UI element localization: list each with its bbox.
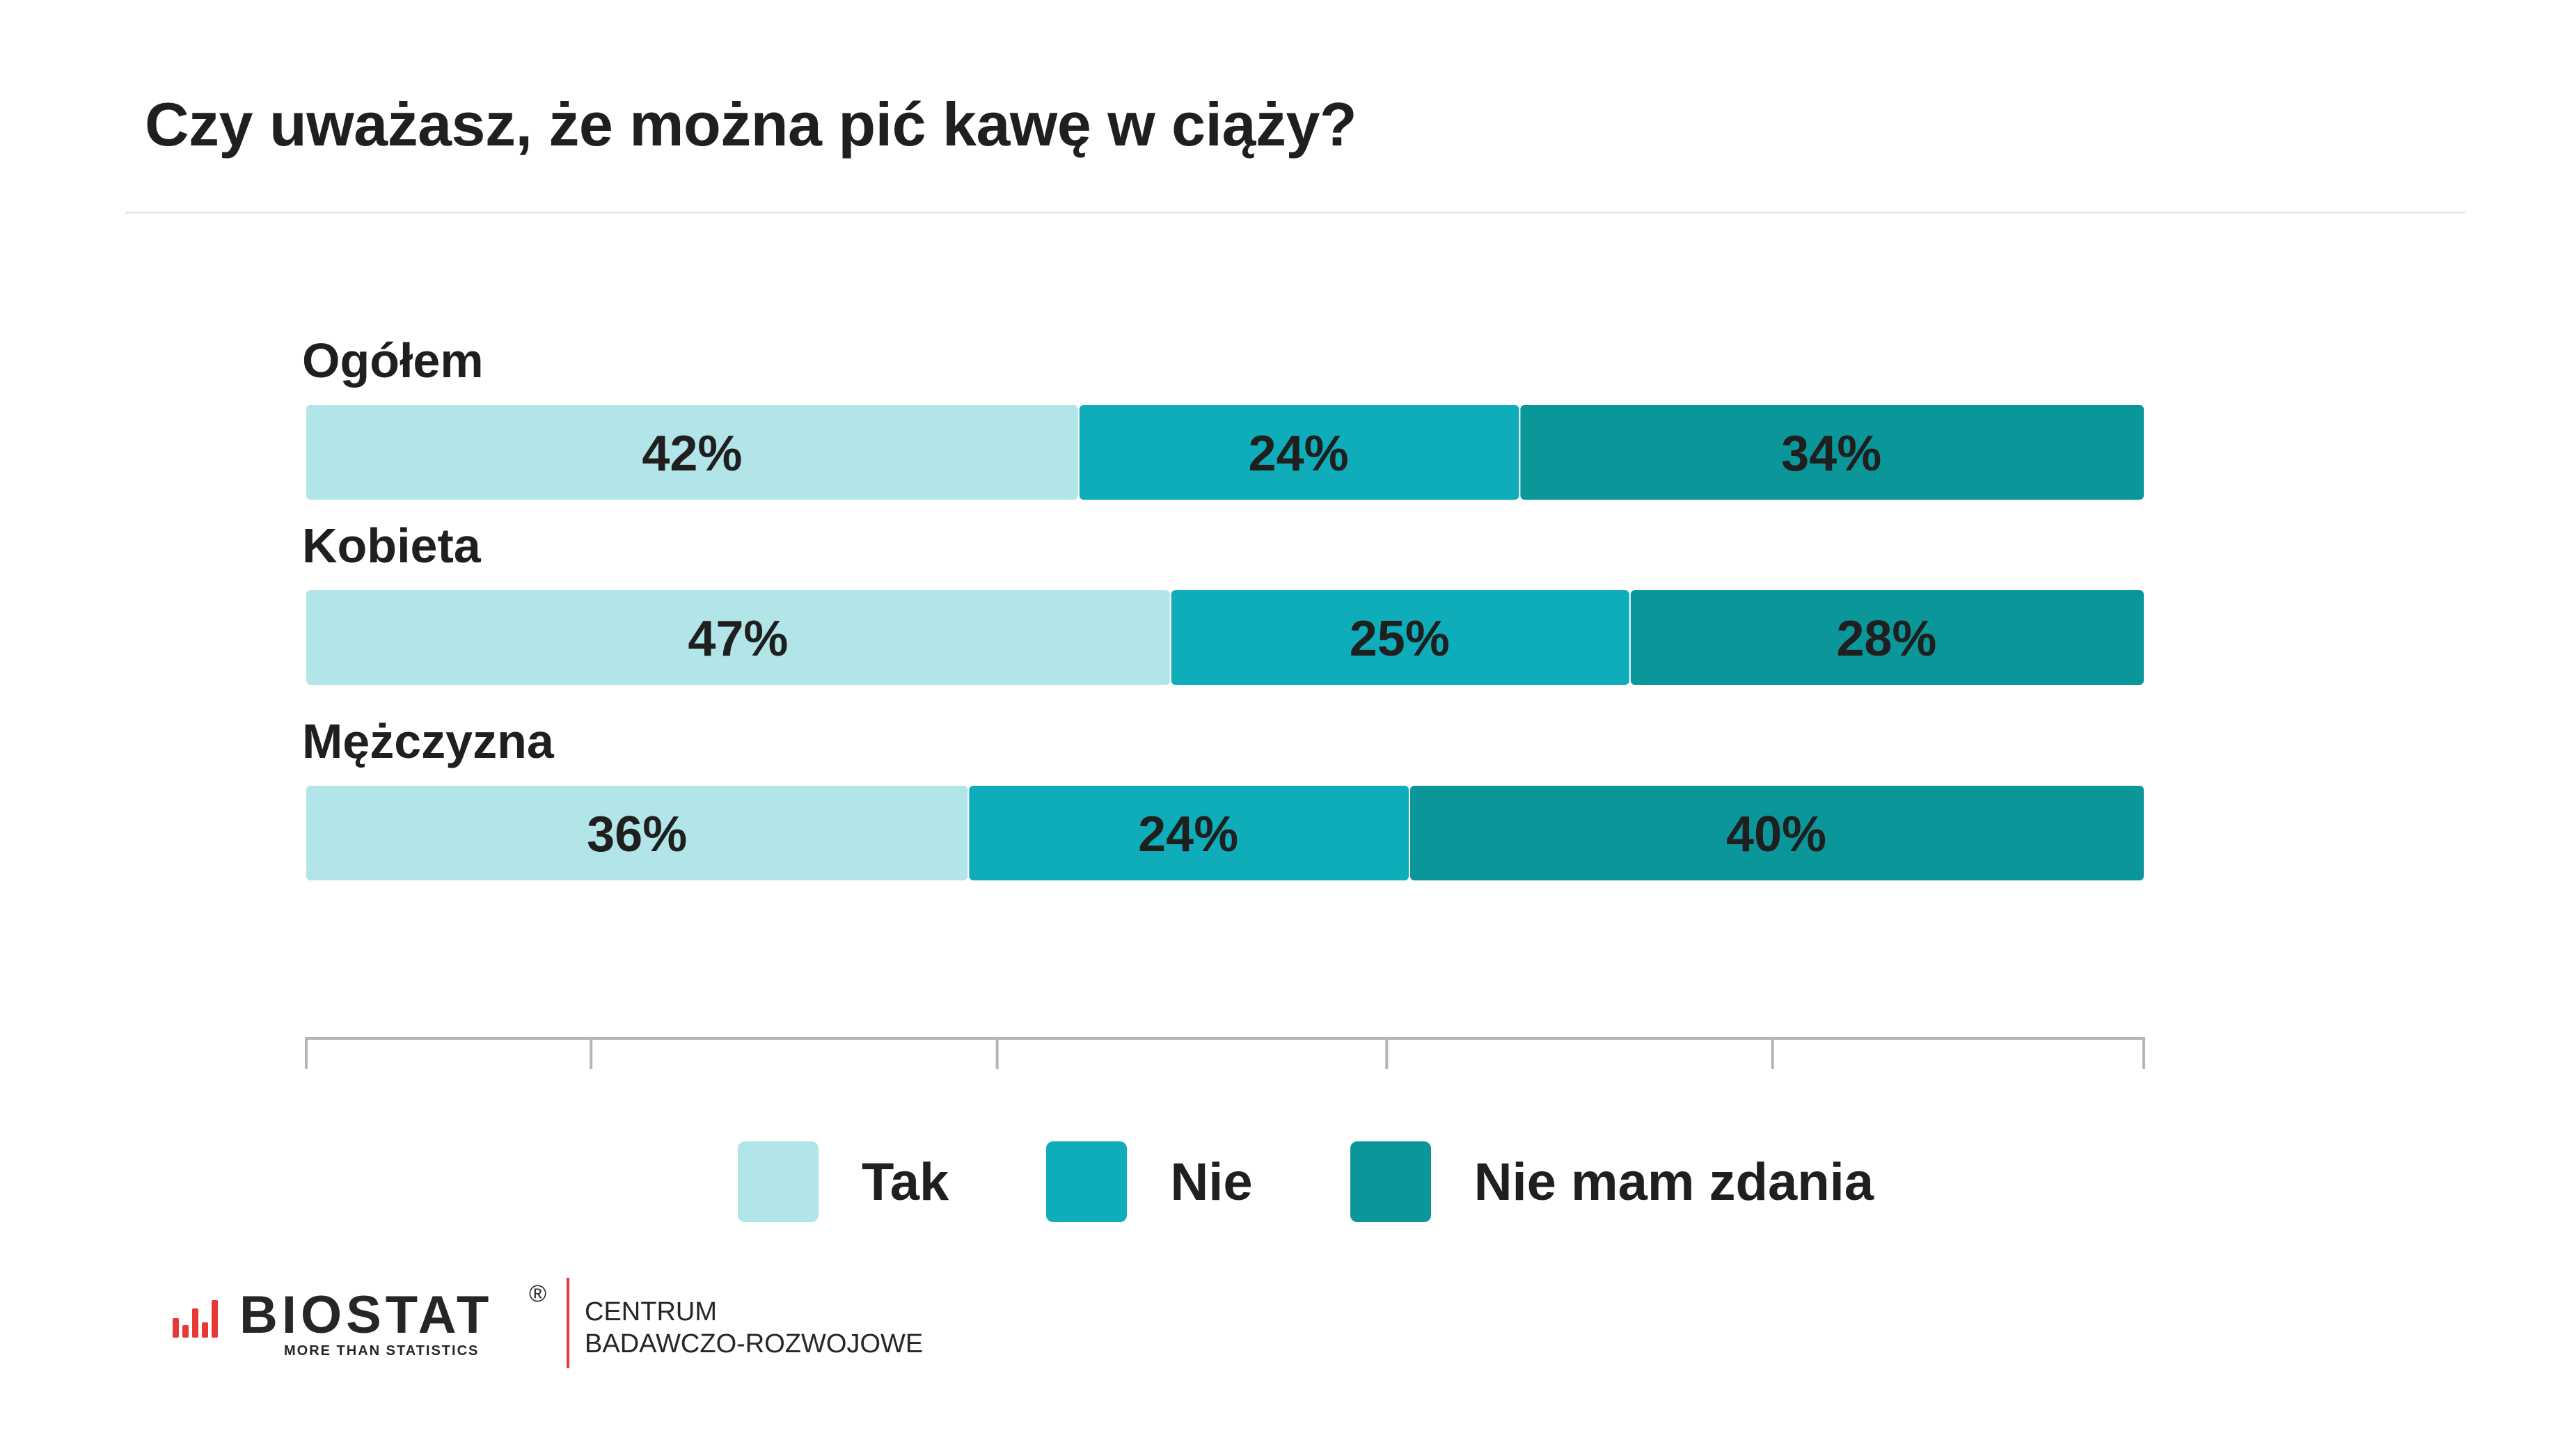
organization-line-2: BADAWCZO-ROZWOJOWE xyxy=(585,1329,924,1359)
bar-mezczyzna-nie xyxy=(969,786,1409,880)
data-label-mezczyzna-nie-mam-zdania: 40% xyxy=(1726,807,1826,862)
bar-mezczyzna-tak xyxy=(306,786,968,880)
data-label-kobieta-nie: 25% xyxy=(1350,611,1450,667)
biostat-logo-icon xyxy=(173,1300,218,1338)
x-axis xyxy=(305,1037,2145,1069)
organization-name: CENTRUM BADAWCZO-ROZWOJOWE xyxy=(585,1296,923,1360)
bar-ogolem-nie xyxy=(1079,405,1519,500)
organization-line-1: CENTRUM xyxy=(585,1297,717,1327)
bar-mezczyzna-nie-mam-zdania xyxy=(1410,786,2144,880)
legend-swatch-nie xyxy=(1046,1141,1128,1222)
bar-ogolem-nie-mam-zdania xyxy=(1520,405,2144,500)
category-label-ogolem: Ogółem xyxy=(302,333,484,388)
data-label-ogolem-tak: 42% xyxy=(642,426,742,482)
legend-swatch-nie-mam-zdania xyxy=(1350,1141,1431,1222)
bars-layer: Ogółem 42% 24% 34% Kobieta 47% 25% 28% Mężczyzna… xyxy=(302,333,2144,880)
data-label-mezczyzna-nie: 24% xyxy=(1138,807,1238,862)
category-label-kobieta: Kobieta xyxy=(302,518,482,573)
data-label-ogolem-nie-mam-zdania: 34% xyxy=(1781,426,1881,482)
legend-swatch-tak xyxy=(738,1141,819,1222)
legend-item-nie-mam-zdania: Nie mam zdania xyxy=(1350,1141,1874,1222)
legend: Tak Nie Nie mam zdania xyxy=(738,1141,1874,1222)
bar-ogolem-tak xyxy=(306,405,1078,500)
title-divider xyxy=(125,212,2465,214)
chart-title: Czy uważasz, że można pić kawę w ciąży? xyxy=(145,90,1357,159)
x-axis-line xyxy=(305,1037,2145,1069)
bar-kobieta-nie xyxy=(1171,590,1629,685)
legend-label-tak: Tak xyxy=(862,1152,949,1212)
registered-mark: ® xyxy=(529,1281,547,1307)
legend-item-tak: Tak xyxy=(738,1141,949,1222)
legend-label-nie: Nie xyxy=(1170,1152,1253,1212)
bar-kobieta-tak xyxy=(306,590,1170,685)
logo-tagline: MORE THAN STATISTICS xyxy=(284,1343,480,1359)
data-label-ogolem-nie: 24% xyxy=(1249,426,1349,482)
footer-divider xyxy=(567,1278,569,1368)
category-label-mezczyzna: Mężczyzna xyxy=(302,714,555,768)
footer-branding: BIOSTAT ® MORE THAN STATISTICS CENTRUM B… xyxy=(171,1278,1006,1368)
legend-item-nie: Nie xyxy=(1046,1141,1253,1222)
legend-label-nie-mam-zdania: Nie mam zdania xyxy=(1473,1152,1874,1212)
data-label-kobieta-tak: 47% xyxy=(688,611,788,667)
bar-kobieta-nie-mam-zdania xyxy=(1630,590,2144,685)
logo-wordmark: BIOSTAT xyxy=(239,1285,493,1345)
data-label-mezczyzna-tak: 36% xyxy=(587,807,687,862)
data-label-kobieta-nie-mam-zdania: 28% xyxy=(1836,611,1936,667)
